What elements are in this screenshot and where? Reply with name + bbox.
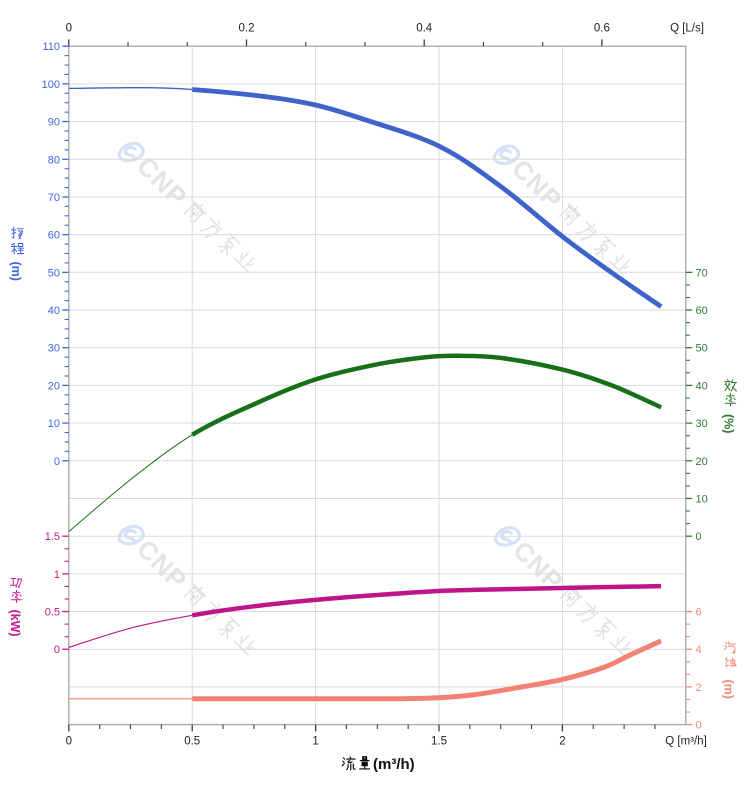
svg-text:2: 2 [696,682,702,694]
svg-text:(kW): (kW) [8,610,22,637]
svg-text:1.5: 1.5 [431,736,447,748]
svg-text:0: 0 [66,736,72,748]
svg-text:50: 50 [696,343,708,355]
svg-text:0.4: 0.4 [416,23,433,35]
svg-text:(m): (m) [9,262,23,281]
svg-text:20: 20 [696,456,708,468]
svg-text:30: 30 [48,343,60,355]
svg-text:0: 0 [54,644,60,656]
svg-text:10: 10 [48,418,60,430]
svg-text:100: 100 [42,79,60,91]
svg-text:2: 2 [559,736,565,748]
svg-text:Q [L/s]: Q [L/s] [670,23,704,35]
svg-text:1: 1 [54,569,60,581]
svg-text:20: 20 [48,380,60,392]
svg-text:50: 50 [48,267,60,279]
svg-text:Q [m³/h]: Q [m³/h] [665,736,707,748]
svg-text:1.5: 1.5 [45,531,60,543]
svg-text:1: 1 [312,736,318,748]
svg-text:(%): (%) [722,414,736,433]
svg-text:40: 40 [696,380,708,392]
svg-text:60: 60 [696,305,708,317]
svg-text:30: 30 [696,418,708,430]
svg-text:6: 6 [696,607,702,619]
svg-text:0.6: 0.6 [594,23,610,35]
svg-text:10: 10 [696,494,708,506]
svg-text:60: 60 [48,230,60,242]
svg-text:0.5: 0.5 [45,607,60,619]
svg-text:4: 4 [696,644,702,656]
svg-text:0: 0 [696,720,702,732]
svg-text:90: 90 [48,117,60,129]
svg-text:0.2: 0.2 [239,23,255,35]
svg-text:70: 70 [48,192,60,204]
svg-text:(m³/h): (m³/h) [373,756,415,773]
svg-text:40: 40 [48,305,60,317]
svg-text:110: 110 [42,41,60,53]
svg-text:0: 0 [66,23,72,35]
svg-text:0.5: 0.5 [184,736,200,748]
svg-text:0: 0 [696,531,702,543]
svg-text:70: 70 [696,267,708,279]
svg-text:(m): (m) [722,680,736,699]
svg-text:0: 0 [54,456,60,468]
svg-text:80: 80 [48,154,60,166]
